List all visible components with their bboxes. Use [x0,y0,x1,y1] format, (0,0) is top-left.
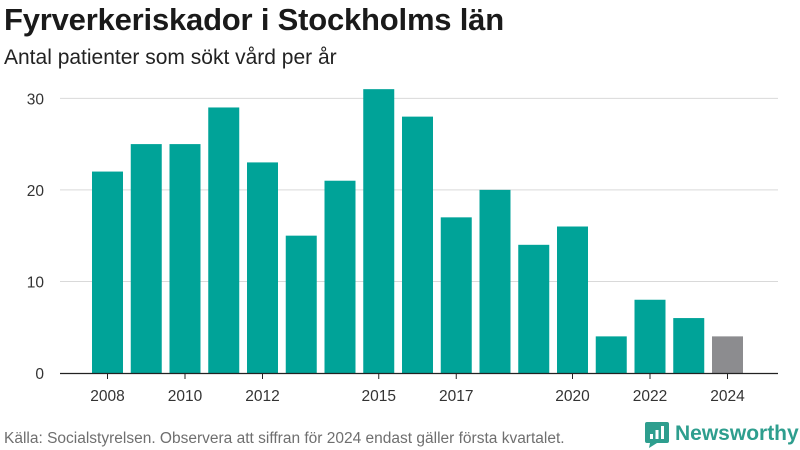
chart-subtitle: Antal patienter som sökt vård per år [4,46,337,69]
x-tick-label: 2010 [168,388,203,405]
bar-2009 [130,144,162,373]
bar-2016 [402,116,433,373]
x-tick-label: 2024 [710,388,745,405]
bars [92,89,743,373]
chart-title: Fyrverkeriskador i Stockholms län [4,2,504,37]
x-tick-label: 2020 [555,388,590,405]
x-tick-label: 2017 [439,388,473,405]
bar-2015 [363,89,395,373]
y-tick-label: 30 [27,91,45,108]
bar-2019 [518,244,550,373]
x-axis-ticks: 2008 2010 2012 2015 2017 2020 2022 2024 [90,373,745,405]
brand-logo: Newsworthy [644,420,799,448]
bar-2017 [440,217,472,373]
bar-2013 [285,235,317,373]
bar-2021 [595,336,627,373]
bar-2008 [92,171,123,373]
x-tick-label: 2022 [633,388,667,405]
brand-name: Newsworthy [675,422,799,445]
bar-2011 [208,107,240,373]
x-tick-label: 2012 [245,388,279,405]
bar-2020 [557,226,588,373]
bar-2024 [712,336,743,373]
bar-2023 [673,318,705,373]
y-tick-label: 20 [27,183,45,200]
bar-2012 [247,162,278,373]
bar-2014 [324,180,356,373]
y-tick-label: 10 [27,274,45,291]
newsworthy-icon [645,422,669,448]
x-tick-label: 2015 [362,388,396,405]
x-tick-label: 2008 [90,388,124,405]
y-tick-label: 0 [35,366,44,383]
bar-2022 [634,299,666,373]
bar-2018 [479,189,511,373]
source-note: Källa: Socialstyrelsen. Observera att si… [4,430,565,447]
y-axis-ticks: 0 10 20 30 [27,91,45,383]
bar-2010 [169,144,201,373]
